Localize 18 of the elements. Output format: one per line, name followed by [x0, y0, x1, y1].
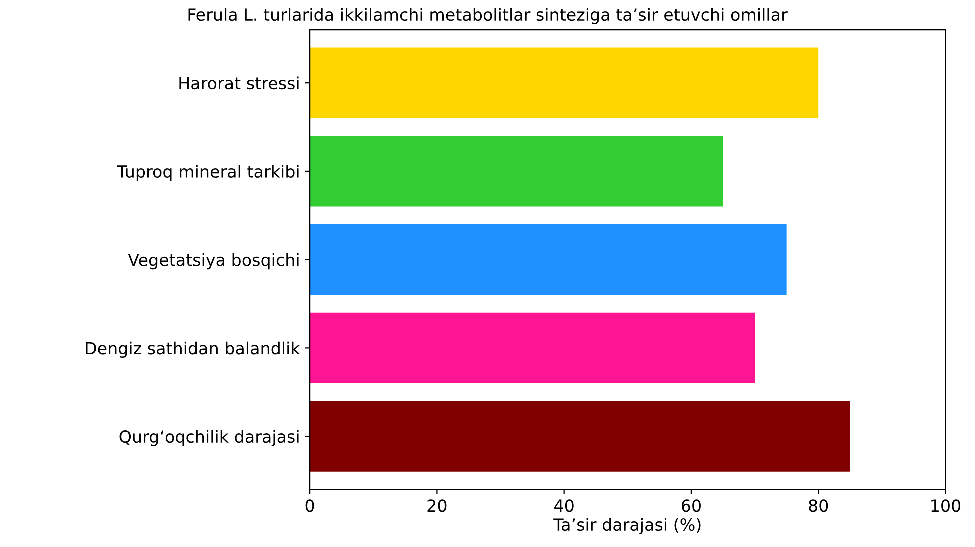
x-tick-label: 0: [306, 500, 314, 512]
bar: [310, 401, 850, 472]
x-tick-label: 100: [932, 500, 961, 512]
bar: [310, 312, 756, 384]
y-tick-label: Dengiz sathidan balandlik: [86, 342, 300, 358]
y-tick-label: Vegetatsiya bosqichi: [128, 253, 299, 270]
y-tick-label: Qurg‘oqchilik darajasi: [120, 430, 299, 446]
chart-title: Ferula L. turlarida ikkilamchi metabolitlar sinteziga ta’sir etuvchi omillar: [188, 8, 788, 24]
y-tick-label: Harorat stressi: [180, 76, 299, 90]
x-tick-label: 80: [809, 500, 828, 512]
bar: [310, 48, 819, 118]
y-tick-label: Tuproq mineral tarkibi: [117, 165, 299, 182]
x-axis-title: Ta’sir darajasi (%): [554, 518, 701, 534]
x-tick-label: 60: [682, 500, 701, 512]
x-tick-label: 20: [428, 500, 447, 512]
x-tick-label: 40: [554, 500, 574, 512]
bar: [310, 224, 787, 296]
bar: [310, 136, 724, 207]
